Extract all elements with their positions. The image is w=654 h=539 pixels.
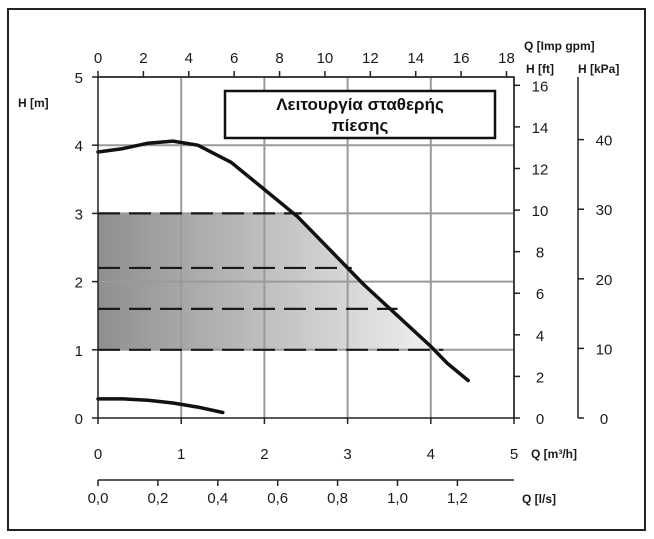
x-tick-label-ls: 0,8	[327, 490, 348, 507]
x-tick-label-imp: 0	[94, 50, 102, 67]
y-tick-label-ft: 14	[532, 120, 549, 137]
y-tick-label-ft: 8	[536, 245, 544, 262]
y-tick-label-ft: 0	[536, 411, 544, 428]
y-tick-label-kpa: 10	[596, 341, 613, 358]
x-tick-label-m3h: 5	[510, 446, 518, 463]
x-tick-label-m3h: 3	[343, 446, 351, 463]
x-tick-label-ls: 1,2	[447, 490, 468, 507]
chart-title-line-2: πίεσης	[332, 116, 389, 135]
x-tick-label-ls: 1,0	[387, 490, 408, 507]
plot-frame	[97, 76, 515, 419]
x-tick-label-m3h: 1	[177, 446, 185, 463]
x-tick-label-m3h: 2	[260, 446, 268, 463]
x-tick-label-ls: 0,2	[147, 490, 168, 507]
y-tick-label-kpa: 0	[600, 411, 608, 428]
x-tick-label-imp: 2	[139, 50, 147, 67]
x-tick-label-imp: 14	[407, 50, 424, 67]
x-axis-label-ls: Q [l/s]	[522, 492, 556, 506]
y-axis-label-kpa: H [kPa]	[578, 62, 619, 76]
pump-curve-min	[96, 397, 225, 415]
x-tick-label-imp: 12	[362, 50, 379, 67]
title-box	[223, 89, 497, 140]
x-tick-label-m3h: 0	[94, 446, 102, 463]
x-tick-label-imp: 4	[185, 50, 193, 67]
x-tick-label-ls: 0,4	[207, 490, 228, 507]
y-axis-label-ft: H [ft]	[526, 62, 554, 76]
x-axis-label-imp-gpm: Q [Imp gpm]	[524, 39, 595, 53]
x-axis-label-m3h: Q [m³/h]	[531, 447, 577, 461]
y-tick-label-kpa: 40	[596, 133, 613, 150]
x-tick-label-imp: 10	[317, 50, 334, 67]
x-tick-label-m3h: 4	[427, 446, 435, 463]
x-tick-label-ls: 0,0	[88, 490, 109, 507]
x-tick-label-imp: 8	[275, 50, 283, 67]
y-tick-label-ft: 10	[532, 203, 549, 220]
y-tick-label-kpa: 30	[596, 202, 613, 219]
y-tick-label-m: 3	[75, 206, 83, 223]
chart-title-line-1: Λειτουργία σταθερής	[276, 95, 444, 114]
y-tick-label-ft: 2	[536, 369, 544, 386]
x-tick-label-imp: 18	[498, 50, 515, 67]
x-tick-label-imp: 16	[453, 50, 470, 67]
y-axis-label-m: H [m]	[18, 96, 49, 110]
x-tick-label-imp: 6	[230, 50, 238, 67]
y-tick-label-m: 1	[75, 343, 83, 360]
y-tick-label-ft: 6	[536, 286, 544, 303]
x-tick-label-ls: 0,6	[267, 490, 288, 507]
y-tick-label-m: 5	[75, 70, 83, 87]
y-tick-label-ft: 4	[536, 328, 544, 345]
y-tick-label-m: 4	[75, 138, 83, 155]
pump-curve-max	[96, 139, 470, 383]
y-tick-label-kpa: 20	[596, 272, 613, 289]
y-tick-label-ft: 12	[532, 161, 549, 178]
y-tick-label-ft: 16	[532, 78, 549, 95]
y-tick-label-m: 2	[75, 275, 83, 292]
y-tick-label-m: 0	[75, 411, 83, 428]
